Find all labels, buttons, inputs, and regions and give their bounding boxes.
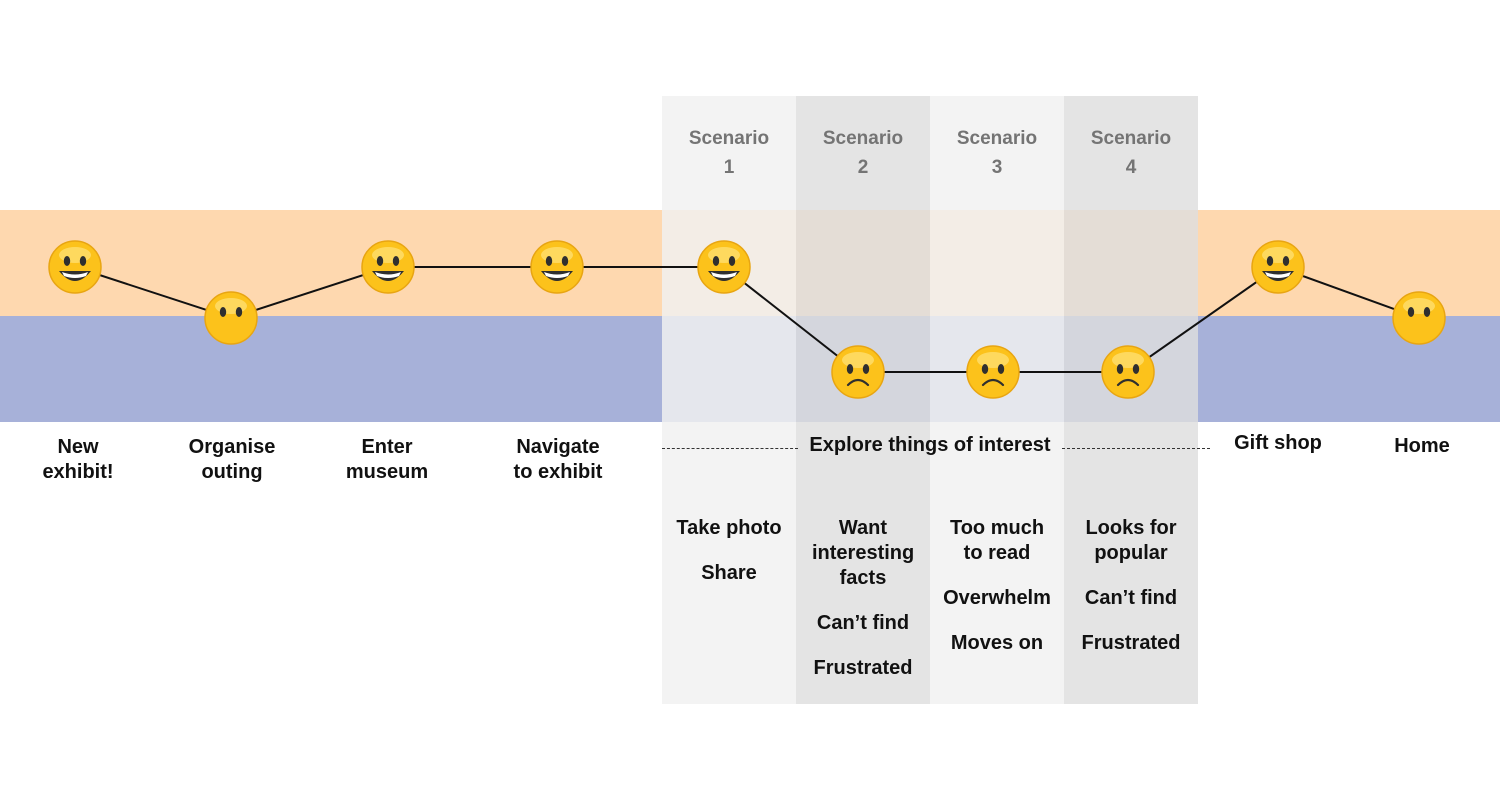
scenario-4-notes: Looks for popular Can’t find Frustrated (1064, 516, 1198, 676)
happy-face-icon (361, 240, 415, 294)
note-item: Can’t find (1084, 587, 1178, 609)
scenario-3-column (930, 96, 1064, 704)
scenario-1-title: Scenario 1 (688, 128, 770, 178)
note-item: Too much to read (949, 517, 1045, 564)
sad-face-icon (1101, 345, 1155, 399)
scenario-4-column (1064, 96, 1198, 704)
scenario-1-column (662, 96, 796, 704)
scenario-3-title: Scenario 3 (956, 128, 1038, 178)
happy-face-icon (48, 240, 102, 294)
happy-face-icon (530, 240, 584, 294)
scenario-1-notes: Take photo Share (662, 516, 796, 606)
note-item: Can’t find (816, 612, 910, 634)
note-item: Take photo (676, 517, 782, 539)
stage-label-navigate-to-exhibit: Navigate to exhibit (513, 436, 603, 483)
scenario-2-column (796, 96, 930, 704)
neutral-face-icon (204, 291, 258, 345)
note-item: Want interesting facts (812, 517, 915, 589)
journey-polyline (74, 265, 1420, 373)
note-item: Frustrated (813, 657, 913, 679)
stage-label-enter-museum: Enter museum (345, 436, 429, 483)
note-item: Moves on (950, 632, 1044, 654)
explore-dashed-leader-right (1062, 448, 1210, 449)
note-item: Frustrated (1081, 632, 1181, 654)
stage-label-home: Home (1394, 435, 1450, 457)
scenario-3-notes: Too much to read Overwhelm Moves on (930, 516, 1064, 676)
note-item: Share (701, 562, 757, 584)
scenario-2-title: Scenario 2 (822, 128, 904, 178)
scenario-4-title: Scenario 4 (1090, 128, 1172, 178)
sad-face-icon (966, 345, 1020, 399)
explore-dashed-leader-left (662, 448, 798, 449)
stage-label-new-exhibit: New exhibit! (42, 436, 114, 483)
explore-label: Explore things of interest (809, 434, 1051, 456)
neutral-face-icon (1392, 291, 1446, 345)
note-item: Looks for popular (1085, 517, 1177, 564)
scenario-2-notes: Want interesting facts Can’t find Frustr… (796, 516, 930, 701)
stage-label-gift-shop: Gift shop (1234, 432, 1322, 454)
sad-face-icon (831, 345, 885, 399)
stage-label-organise-outing: Organise outing (188, 436, 276, 483)
note-item: Overwhelm (943, 587, 1051, 609)
happy-face-icon (1251, 240, 1305, 294)
happy-face-icon (697, 240, 751, 294)
